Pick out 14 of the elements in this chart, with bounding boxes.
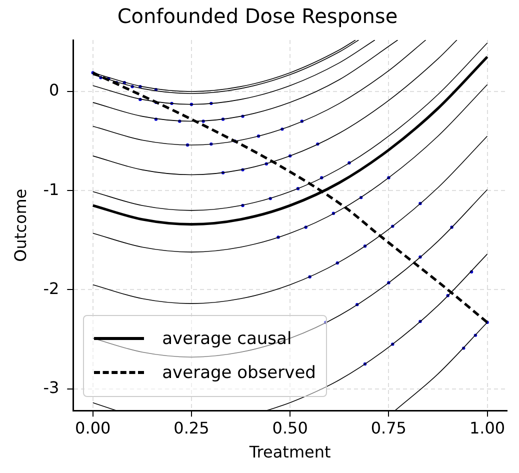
legend-label: average causal bbox=[162, 328, 292, 349]
y-tick-label: -1 bbox=[43, 180, 60, 199]
y-tick-label: 0 bbox=[48, 80, 60, 100]
x-tick-label: 0.75 bbox=[370, 418, 406, 438]
legend-label: average observed bbox=[162, 362, 316, 383]
x-tick-label: 1.00 bbox=[469, 418, 506, 438]
y-tick-label: -2 bbox=[43, 278, 60, 298]
x-tick-label: 0.25 bbox=[174, 418, 210, 438]
x-axis-title: Treatment bbox=[248, 442, 331, 462]
y-tick-label: -3 bbox=[43, 378, 60, 397]
y-axis-title: Outcome bbox=[10, 188, 30, 262]
chart-title: Confounded Dose Response bbox=[117, 4, 398, 28]
x-tick-label: 0.00 bbox=[75, 418, 111, 438]
x-tick-label: 0.50 bbox=[272, 418, 308, 438]
